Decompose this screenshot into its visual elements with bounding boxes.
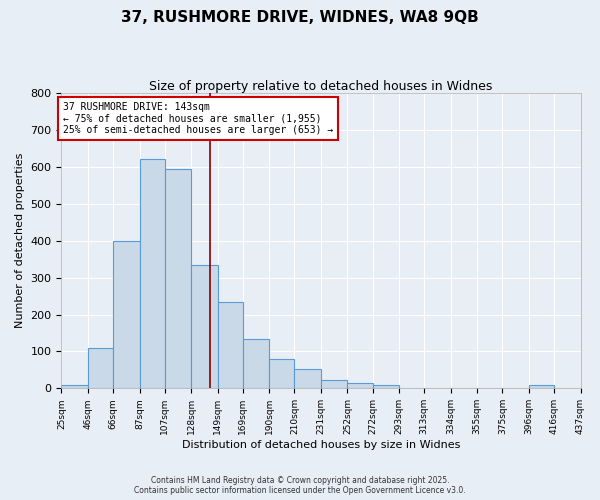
Y-axis label: Number of detached properties: Number of detached properties bbox=[15, 153, 25, 328]
Bar bbox=[88, 348, 113, 389]
Bar bbox=[243, 338, 269, 388]
Bar bbox=[191, 264, 218, 388]
X-axis label: Distribution of detached houses by size in Widnes: Distribution of detached houses by size … bbox=[182, 440, 460, 450]
Text: 37 RUSHMORE DRIVE: 143sqm
← 75% of detached houses are smaller (1,955)
25% of se: 37 RUSHMORE DRIVE: 143sqm ← 75% of detac… bbox=[62, 102, 333, 136]
Bar bbox=[61, 386, 88, 388]
Bar bbox=[165, 168, 191, 388]
Bar bbox=[140, 160, 165, 388]
Text: Contains HM Land Registry data © Crown copyright and database right 2025.
Contai: Contains HM Land Registry data © Crown c… bbox=[134, 476, 466, 495]
Text: 37, RUSHMORE DRIVE, WIDNES, WA8 9QB: 37, RUSHMORE DRIVE, WIDNES, WA8 9QB bbox=[121, 10, 479, 25]
Bar bbox=[373, 384, 399, 388]
Bar bbox=[321, 380, 347, 388]
Title: Size of property relative to detached houses in Widnes: Size of property relative to detached ho… bbox=[149, 80, 493, 93]
Bar bbox=[113, 240, 140, 388]
Bar bbox=[295, 369, 321, 388]
Bar bbox=[347, 383, 373, 388]
Bar bbox=[529, 386, 554, 388]
Bar bbox=[218, 302, 243, 388]
Bar bbox=[269, 359, 295, 388]
